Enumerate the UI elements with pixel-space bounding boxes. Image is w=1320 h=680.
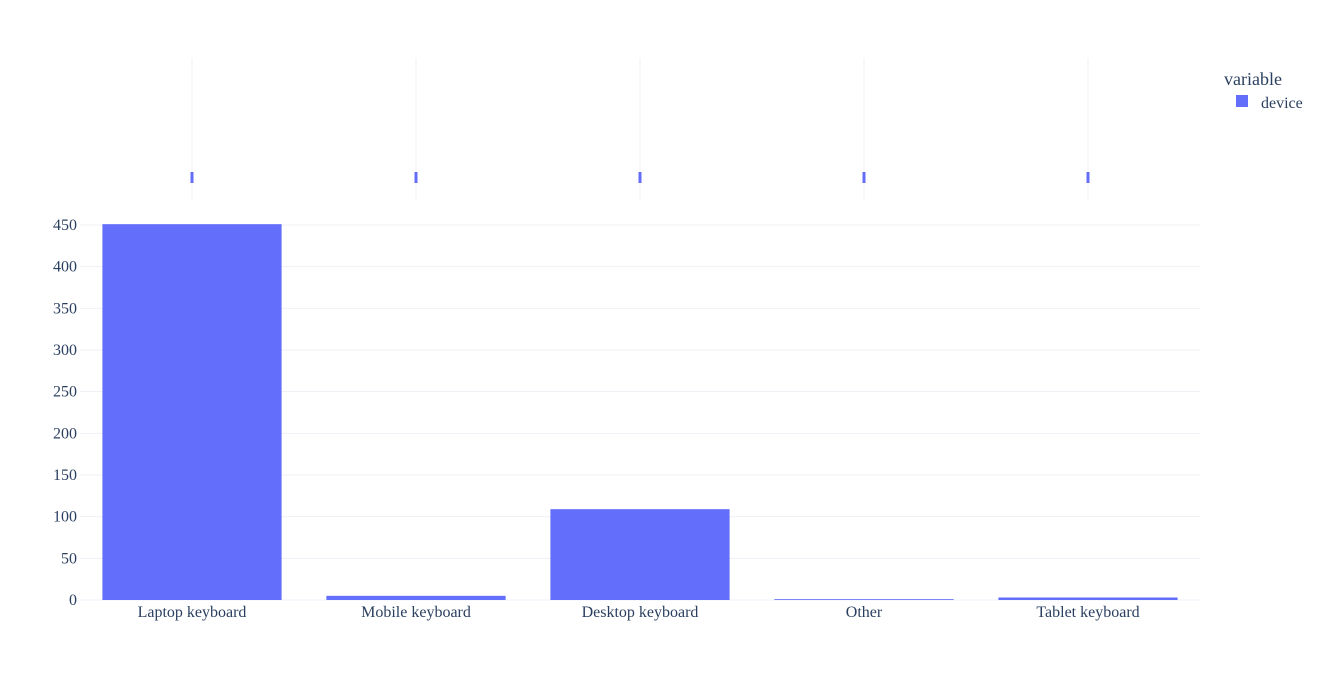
y-tick-label: 50: [61, 550, 77, 567]
legend-title: variable: [1224, 69, 1282, 89]
y-tick-label: 0: [69, 592, 77, 609]
x-tick-label: Mobile keyboard: [361, 604, 471, 621]
legend-label-device[interactable]: device: [1261, 95, 1303, 112]
y-tick-label: 450: [53, 217, 77, 234]
bar: [102, 224, 282, 600]
strip-mark: [414, 172, 418, 183]
x-axis-ticks: Laptop keyboard Mobile keyboard Desktop ke…: [138, 604, 1140, 621]
strip-mark: [190, 172, 194, 183]
bar: [774, 599, 954, 600]
y-tick-label: 300: [53, 342, 77, 359]
bar: [998, 597, 1178, 600]
strip-mark: [862, 172, 866, 183]
y-tick-label: 350: [53, 300, 77, 317]
x-tick-label: Desktop keyboard: [582, 604, 699, 621]
y-axis-ticks: 0 50 100 150 200 250 300 350 400 450: [53, 217, 77, 609]
legend[interactable]: variable device: [1224, 69, 1303, 112]
bar: [326, 595, 506, 600]
x-tick-label: Tablet keyboard: [1036, 604, 1139, 621]
y-tick-label: 400: [53, 259, 77, 276]
x-tick-label: Laptop keyboard: [138, 604, 247, 621]
strip-mark: [1086, 172, 1090, 183]
y-tick-label: 150: [53, 467, 77, 484]
y-tick-label: 200: [53, 425, 77, 442]
bar-series: [102, 224, 1178, 600]
strip-plot-panel: [190, 58, 1090, 200]
bar: [550, 509, 730, 600]
y-tick-label: 250: [53, 384, 77, 401]
strip-mark: [638, 172, 642, 183]
x-tick-label: Other: [846, 604, 883, 621]
y-tick-label: 100: [53, 509, 77, 526]
legend-swatch-device[interactable]: [1236, 95, 1248, 107]
